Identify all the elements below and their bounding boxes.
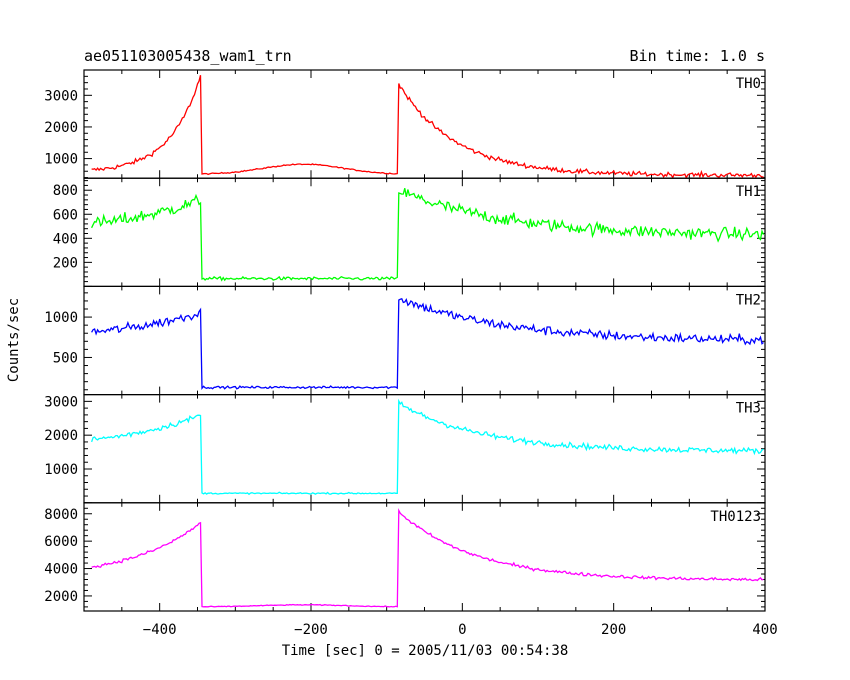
y-tick-label: 3000 <box>44 394 78 410</box>
panel-label: TH2 <box>736 292 761 308</box>
panel-th3: 1000 2000 3000 TH3 <box>44 394 766 504</box>
panel-label: TH0 <box>736 76 761 92</box>
series-line-th1 <box>91 188 765 282</box>
panel-label: TH0123 <box>710 509 761 525</box>
panel-frame <box>83 69 766 179</box>
y-tick-label: 400 <box>53 231 78 247</box>
panel-label: TH3 <box>736 401 761 417</box>
y-tick-label: 4000 <box>44 562 78 578</box>
y-tick-label: 800 <box>53 183 78 199</box>
y-tick-label: 2000 <box>44 589 78 605</box>
panel-th1: 200 400 600 800 TH1 <box>53 177 766 287</box>
x-tick-label: 200 <box>601 622 626 638</box>
y-tick-label: 1000 <box>44 462 78 478</box>
y-tick-label: 600 <box>53 207 78 223</box>
x-axis-label: Time [sec] 0 = 2005/11/03 00:54:38 <box>282 643 569 659</box>
panel-th0123: 2000 4000 6000 8000 TH0123 <box>44 502 766 612</box>
series-line-th0 <box>91 75 764 179</box>
bin-time-label: Bin time: 1.0 s <box>630 47 765 65</box>
y-tick-label: 2000 <box>44 428 78 444</box>
y-tick-label: 6000 <box>44 534 78 550</box>
y-tick-label: 200 <box>53 255 78 271</box>
y-tick-label: 3000 <box>44 88 78 104</box>
y-tick-label: 500 <box>53 350 78 366</box>
chart-title: ae051103005438_wam1_trn <box>84 47 292 65</box>
y-tick-label: 2000 <box>44 120 78 136</box>
panel-frame <box>83 502 766 612</box>
y-axis-label: Counts/sec <box>6 298 22 382</box>
panel-frame <box>83 285 766 396</box>
series-line-th2 <box>91 298 764 390</box>
panel-th0: 1000 2000 3000 TH0 <box>44 69 766 179</box>
panel-frame <box>83 177 766 287</box>
x-tick-label: 0 <box>458 622 466 638</box>
y-tick-label: 8000 <box>44 507 78 523</box>
series-line-th0123 <box>91 507 764 608</box>
y-tick-label: 1000 <box>44 152 78 168</box>
x-tick-label: 400 <box>752 622 777 638</box>
panel-label: TH1 <box>736 184 761 200</box>
series-line-th3 <box>90 398 764 496</box>
x-tick-label: −400 <box>143 622 177 638</box>
x-tick-label: −200 <box>294 622 328 638</box>
panel-th2: 500 1000 TH2 <box>44 285 766 396</box>
y-tick-label: 1000 <box>44 310 78 326</box>
